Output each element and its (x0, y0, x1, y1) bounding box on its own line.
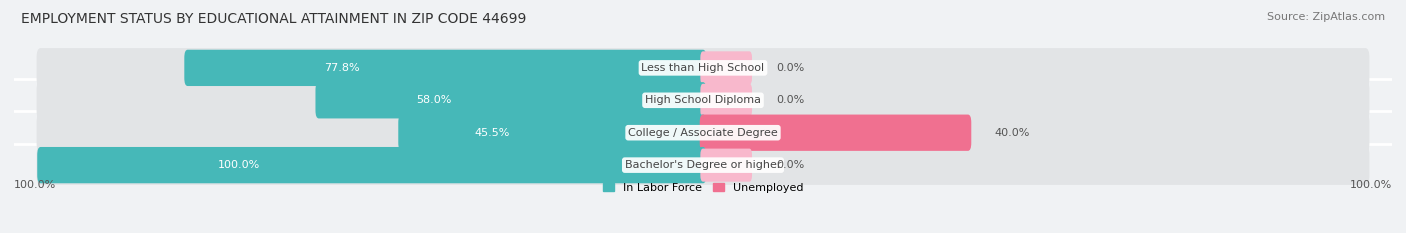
Text: 0.0%: 0.0% (776, 160, 804, 170)
FancyBboxPatch shape (398, 115, 706, 151)
FancyBboxPatch shape (37, 48, 1369, 88)
Text: College / Associate Degree: College / Associate Degree (628, 128, 778, 138)
FancyBboxPatch shape (700, 115, 972, 151)
Text: 100.0%: 100.0% (218, 160, 260, 170)
Text: 77.8%: 77.8% (325, 63, 360, 73)
FancyBboxPatch shape (37, 147, 706, 183)
FancyBboxPatch shape (37, 81, 1369, 120)
Text: Source: ZipAtlas.com: Source: ZipAtlas.com (1267, 12, 1385, 22)
FancyBboxPatch shape (315, 82, 706, 118)
Text: Less than High School: Less than High School (641, 63, 765, 73)
Text: 40.0%: 40.0% (994, 128, 1029, 138)
Text: EMPLOYMENT STATUS BY EDUCATIONAL ATTAINMENT IN ZIP CODE 44699: EMPLOYMENT STATUS BY EDUCATIONAL ATTAINM… (21, 12, 526, 26)
Text: 0.0%: 0.0% (776, 95, 804, 105)
FancyBboxPatch shape (37, 145, 1369, 185)
FancyBboxPatch shape (184, 50, 706, 86)
FancyBboxPatch shape (700, 84, 752, 117)
Text: High School Diploma: High School Diploma (645, 95, 761, 105)
Text: 0.0%: 0.0% (776, 63, 804, 73)
Text: 100.0%: 100.0% (1350, 180, 1392, 190)
FancyBboxPatch shape (37, 113, 1369, 152)
Text: 45.5%: 45.5% (474, 128, 510, 138)
Text: 58.0%: 58.0% (416, 95, 451, 105)
Text: 100.0%: 100.0% (14, 180, 56, 190)
FancyBboxPatch shape (700, 51, 752, 84)
Legend: In Labor Force, Unemployed: In Labor Force, Unemployed (603, 183, 803, 193)
Text: Bachelor's Degree or higher: Bachelor's Degree or higher (624, 160, 782, 170)
FancyBboxPatch shape (700, 149, 752, 182)
